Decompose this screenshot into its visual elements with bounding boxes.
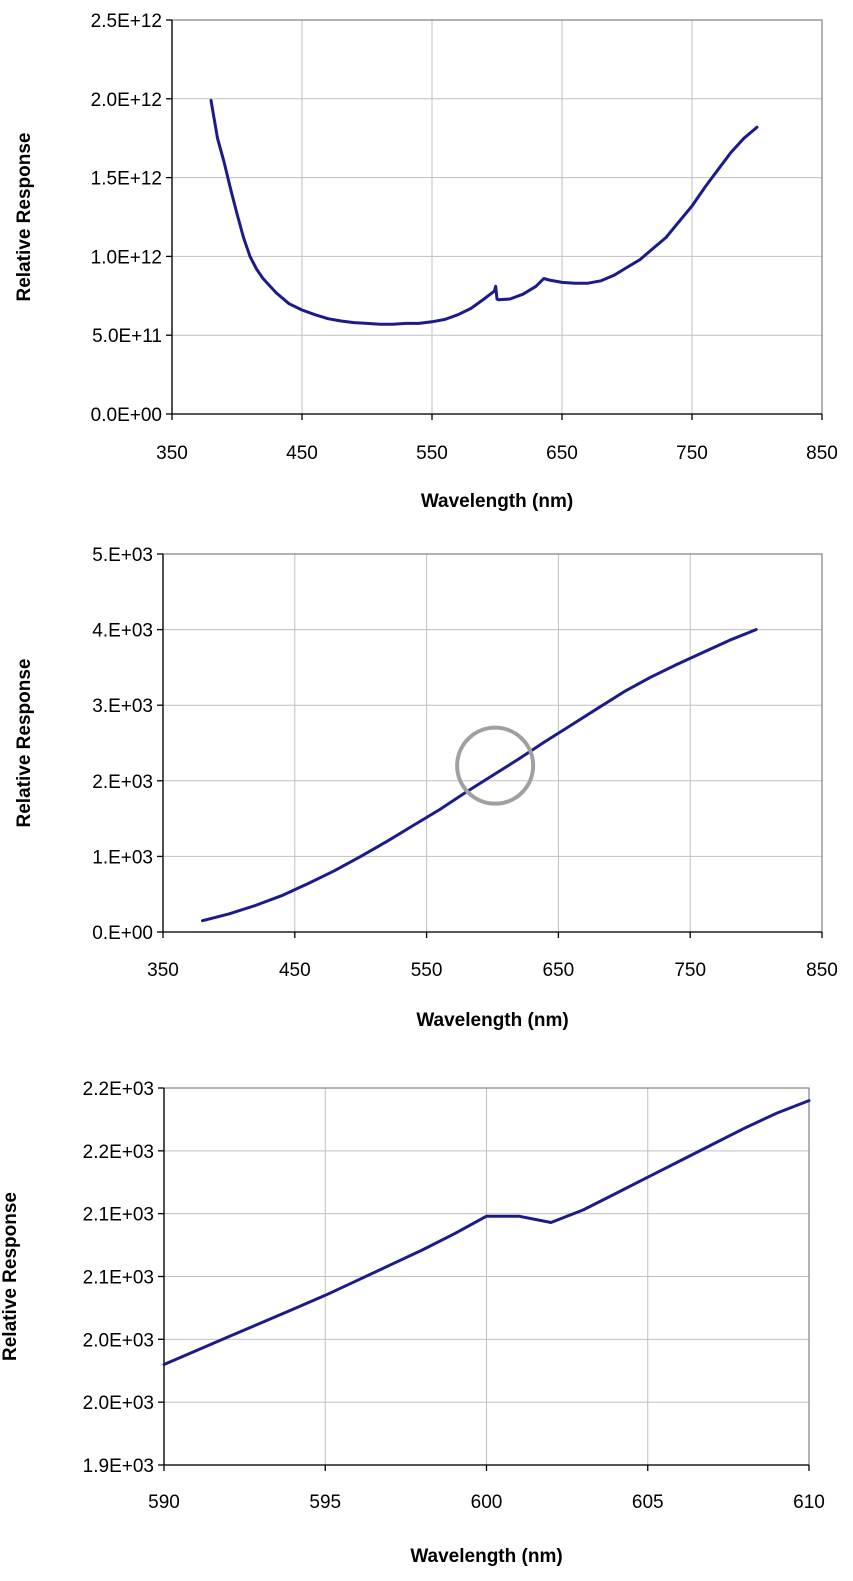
x-tick-label: 550 — [416, 443, 448, 464]
x-tick-label: 850 — [806, 960, 838, 981]
y-tick-label: 2.0E+03 — [83, 1330, 154, 1351]
y-tick-label: 4.E+03 — [92, 621, 153, 642]
series-line — [209, 98, 759, 326]
x-tick-label: 450 — [279, 960, 311, 981]
y-axis-title: Relative Response — [14, 659, 35, 828]
x-tick-label: 590 — [148, 1492, 180, 1513]
x-tick-label: 650 — [543, 960, 575, 981]
chart-bottom: 1.9E+03 2.0E+03 2.0E+03 2.1E+03 2.1E+03 2.2E+… — [0, 1079, 825, 1567]
y-tick-label: 1.E+03 — [92, 847, 153, 868]
x-tick-label: 850 — [806, 443, 838, 464]
highlight-circle — [455, 725, 536, 806]
y-tick-label: 2.E+03 — [92, 772, 153, 793]
x-tick-label: 350 — [147, 960, 179, 981]
x-tick-label: 600 — [471, 1492, 503, 1513]
y-tick-label: 1.9E+03 — [83, 1456, 154, 1477]
y-tick-label: 5.E+03 — [92, 545, 153, 566]
y-tick-label: 2.5E+12 — [91, 11, 162, 32]
y-tick-label: 2.0E+12 — [91, 90, 162, 111]
plot-area-frame — [171, 19, 823, 415]
chart-top: 0.0E+00 5.0E+11 1.0E+12 1.5E+12 2.0E+12 2.5E+… — [14, 11, 838, 512]
chart-middle: 0.E+00 1.E+03 2.E+03 3.E+03 4.E+03 5.E+03 350 4… — [14, 545, 838, 1031]
x-tick-label: 750 — [674, 960, 706, 981]
series-line — [162, 1099, 811, 1366]
x-axis-title: Wavelength (nm) — [416, 1010, 568, 1031]
x-tick-label: 550 — [411, 960, 443, 981]
x-tick-label: 650 — [546, 443, 578, 464]
y-tick-label: 5.0E+11 — [92, 326, 162, 347]
y-axis-title: Relative Response — [0, 1192, 21, 1361]
y-tick-label: 2.2E+03 — [83, 1142, 154, 1163]
x-tick-label: 595 — [309, 1492, 341, 1513]
y-tick-label: 3.E+03 — [92, 696, 153, 717]
y-tick-label: 2.2E+03 — [83, 1079, 154, 1100]
x-tick-label: 450 — [286, 443, 318, 464]
x-tick-label: 610 — [793, 1492, 825, 1513]
y-tick-label: 1.5E+12 — [91, 169, 162, 190]
y-tick-label: 2.0E+03 — [83, 1393, 154, 1414]
x-axis-title: Wavelength (nm) — [410, 1546, 562, 1567]
series-line — [201, 628, 758, 923]
x-tick-label: 350 — [156, 443, 188, 464]
plot-area-frame — [162, 553, 823, 933]
y-tick-label: 2.1E+03 — [83, 1268, 154, 1289]
x-axis-title: Wavelength (nm) — [421, 491, 573, 512]
y-axis-title: Relative Response — [14, 133, 35, 302]
y-tick-label: 2.1E+03 — [83, 1205, 154, 1226]
x-tick-label: 605 — [632, 1492, 664, 1513]
y-tick-label: 1.0E+12 — [91, 247, 162, 268]
y-tick-label: 0.E+00 — [92, 923, 153, 944]
x-tick-label: 750 — [676, 443, 708, 464]
y-tick-label: 0.0E+00 — [91, 405, 162, 426]
